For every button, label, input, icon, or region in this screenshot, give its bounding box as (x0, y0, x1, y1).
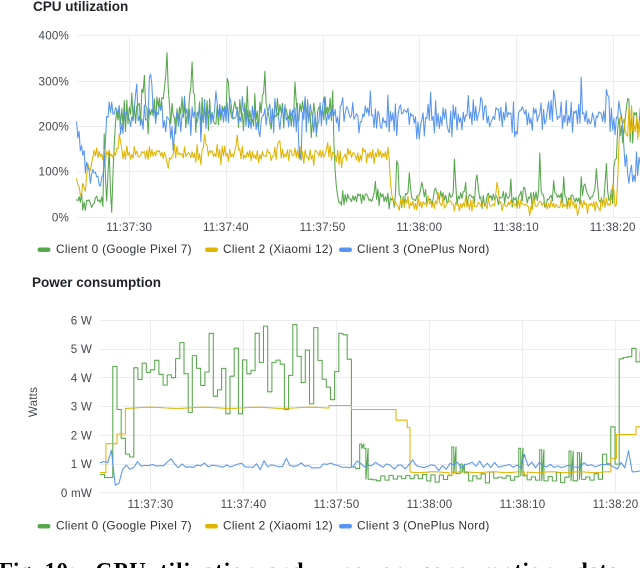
svg-text:0 mW: 0 mW (61, 487, 92, 500)
svg-text:11:37:40: 11:37:40 (203, 221, 249, 234)
svg-text:3 W: 3 W (71, 401, 92, 414)
svg-text:5 W: 5 W (71, 343, 92, 356)
svg-text:consumption: consumption (421, 559, 555, 568)
svg-text:11:38:20: 11:38:20 (590, 221, 636, 234)
svg-text:Client 3 (OnePlus Nord): Client 3 (OnePlus Nord) (357, 519, 490, 533)
svg-text:Watts: Watts (27, 387, 40, 417)
svg-text:Client 3 (OnePlus Nord): Client 3 (OnePlus Nord) (357, 242, 490, 256)
svg-text:11:38:10: 11:38:10 (500, 498, 546, 511)
svg-text:utilization: utilization (146, 559, 258, 568)
svg-text:400%: 400% (39, 30, 69, 43)
svg-text:200%: 200% (39, 121, 69, 134)
svg-text:data: data (575, 559, 619, 568)
svg-text:Fig.: Fig. (0, 559, 37, 568)
svg-text:Client 0 (Google Pixel 7): Client 0 (Google Pixel 7) (56, 242, 192, 256)
svg-text:CPU: CPU (96, 559, 148, 568)
svg-text:6 W: 6 W (71, 314, 92, 327)
svg-text:4 W: 4 W (71, 372, 92, 385)
svg-text:Client 2 (Xiaomi 12): Client 2 (Xiaomi 12) (223, 519, 333, 533)
svg-text:300%: 300% (39, 76, 69, 89)
svg-text:0%: 0% (52, 212, 69, 225)
svg-text:11:37:50: 11:37:50 (314, 498, 360, 511)
svg-text:and: and (267, 559, 304, 568)
svg-text:100%: 100% (39, 166, 69, 179)
svg-text:1 W: 1 W (71, 458, 92, 471)
svg-text:11:37:50: 11:37:50 (300, 221, 346, 234)
svg-text:CPU utilization: CPU utilization (33, 0, 128, 14)
svg-text:11:38:00: 11:38:00 (396, 221, 442, 234)
svg-text:11:37:30: 11:37:30 (128, 498, 174, 511)
svg-text:11:37:30: 11:37:30 (106, 221, 152, 234)
svg-text:10:: 10: (45, 559, 77, 568)
svg-text:11:38:20: 11:38:20 (593, 498, 639, 511)
svg-text:Power consumption: Power consumption (32, 275, 161, 290)
svg-text:Client 0 (Google Pixel 7): Client 0 (Google Pixel 7) (56, 519, 192, 533)
svg-text:power: power (340, 559, 401, 568)
svg-text:11:38:00: 11:38:00 (407, 498, 453, 511)
svg-text:11:37:40: 11:37:40 (221, 498, 267, 511)
svg-text:Client 2 (Xiaomi 12): Client 2 (Xiaomi 12) (223, 242, 333, 256)
svg-text:11:38:10: 11:38:10 (493, 221, 539, 234)
svg-text:2 W: 2 W (71, 429, 92, 442)
